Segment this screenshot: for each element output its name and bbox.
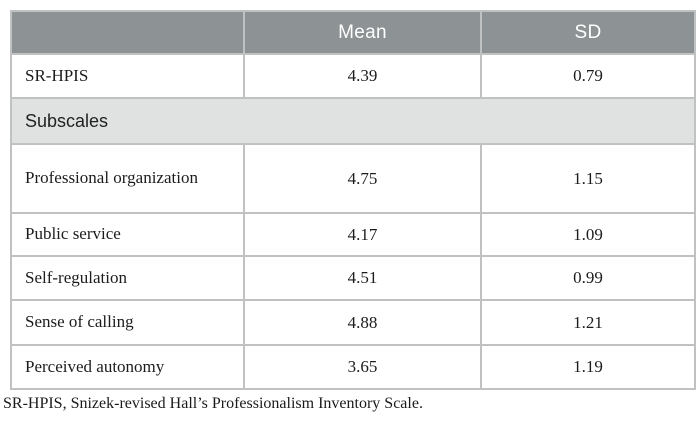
row-mean-value: 4.39: [243, 53, 482, 99]
row-sd-value: 1.19: [480, 344, 696, 390]
row-label: Sense of calling: [25, 312, 134, 332]
row-sd-value: 0.79: [480, 53, 696, 99]
stats-table: Mean SD SR-HPIS 4.39 0.79 Subscales Prof…: [10, 10, 696, 390]
table-row-sense-of-calling: Sense of calling 4.88 1.21: [10, 299, 696, 346]
row-label: SR-HPIS: [25, 65, 89, 85]
table-row-perceived-autonomy: Perceived autonomy 3.65 1.19: [10, 344, 696, 390]
table-header-row: Mean SD: [10, 10, 696, 55]
row-mean-value: 4.88: [243, 299, 482, 346]
row-label: Public service: [25, 224, 121, 244]
section-label: Subscales: [10, 97, 696, 145]
header-sd: SD: [480, 10, 696, 55]
row-mean-value: 4.75: [243, 143, 482, 214]
table-row-self-regulation: Self-regulation 4.51 0.99: [10, 255, 696, 301]
footnote: SR-HPIS, Snizek-revised Hall’s Professio…: [3, 395, 423, 412]
row-sd-value: 0.99: [480, 255, 696, 301]
table-row-professional-organization: Professional organization 4.75 1.15: [10, 143, 696, 214]
row-sd-value: 1.21: [480, 299, 696, 346]
section-header-row: Subscales: [10, 97, 696, 145]
row-mean-value: 3.65: [243, 344, 482, 390]
table-row-sr-hpis: SR-HPIS 4.39 0.79: [10, 53, 696, 99]
row-sd-value: 1.15: [480, 143, 696, 214]
row-mean-value: 4.51: [243, 255, 482, 301]
row-label: Perceived autonomy: [25, 356, 165, 376]
header-mean: Mean: [243, 10, 482, 55]
row-label: Professional organization: [25, 168, 198, 188]
row-sd-value: 1.09: [480, 212, 696, 257]
header-empty-cell: [10, 10, 245, 55]
table-row-public-service: Public service 4.17 1.09: [10, 212, 696, 257]
row-label: Self-regulation: [25, 267, 127, 287]
row-mean-value: 4.17: [243, 212, 482, 257]
